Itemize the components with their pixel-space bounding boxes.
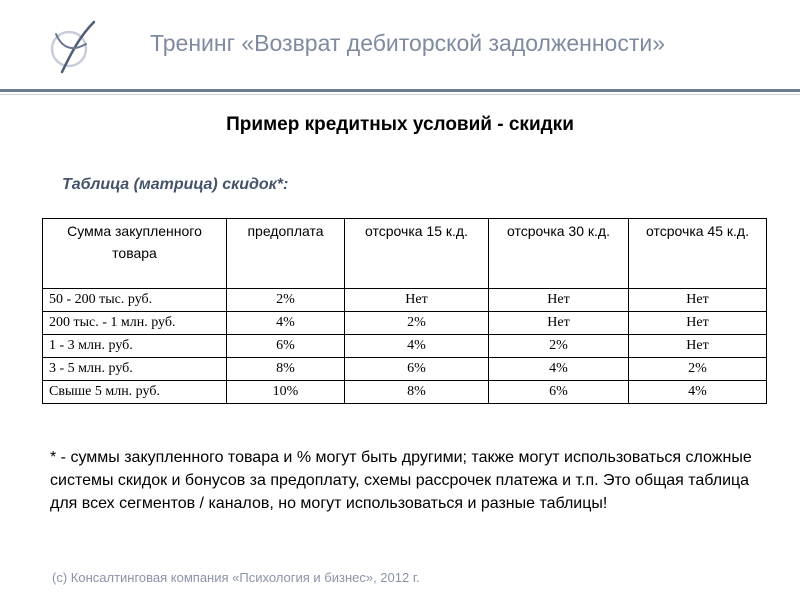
table-cell: Нет [344,288,489,312]
header-title: Тренинг «Возврат дебиторской задолженнос… [150,30,665,56]
table-cell: 2% [344,311,489,335]
header-divider-light [0,94,800,95]
column-header-deferral-30: отсрочка 30 к.д. [488,218,629,289]
table-cell: 2% [628,357,767,381]
table-cell: Нет [628,311,767,335]
table-cell: Нет [628,288,767,312]
footnote: * - суммы закупленного товара и % могут … [50,449,752,512]
table-cell: 10% [226,380,345,404]
column-header-prepayment: предоплата [226,218,345,289]
table-cell: Нет [628,334,767,358]
table-row: 3 - 5 млн. руб. 8% 6% 4% 2% [42,357,767,381]
table-cell: 6% [344,357,489,381]
column-header-deferral-15: отсрочка 15 к.д. [344,218,489,289]
table-row: 200 тыс. - 1 млн. руб. 4% 2% Нет Нет [42,311,767,335]
table-cell: 3 - 5 млн. руб. [42,357,227,381]
table-cell: 2% [488,334,629,358]
table-cell: 50 - 200 тыс. руб. [42,288,227,312]
table-row: Свыше 5 млн. руб. 10% 8% 6% 4% [42,380,767,404]
table-header-row: Сумма закупленного товара предоплата отс… [42,218,767,289]
column-header-deferral-45: отсрочка 45 к.д. [628,218,767,289]
table-cell: 6% [226,334,345,358]
slide-title: Пример кредитных условий - скидки [226,114,574,135]
table-cell: 8% [226,357,345,381]
table-cell: Нет [488,311,629,335]
table-cell: Нет [488,288,629,312]
table-cell: 2% [226,288,345,312]
table-row: 50 - 200 тыс. руб. 2% Нет Нет Нет [42,288,767,312]
table-cell: Свыше 5 млн. руб. [42,380,227,404]
circle-monogram-logo-icon [50,20,96,74]
table-cell: 200 тыс. - 1 млн. руб. [42,311,227,335]
table-cell: 6% [488,380,629,404]
table-cell: 4% [488,357,629,381]
table-row: 1 - 3 млн. руб. 6% 4% 2% Нет [42,334,767,358]
table-cell: 4% [628,380,767,404]
header-divider [0,89,800,92]
copyright-footer: (с) Консалтинговая компания «Психология … [52,570,420,585]
column-header-amount: Сумма закупленного товара [42,218,227,289]
table-cell: 1 - 3 млн. руб. [42,334,227,358]
table-cell: 4% [344,334,489,358]
table-cell: 4% [226,311,345,335]
table-cell: 8% [344,380,489,404]
table-caption: Таблица (матрица) скидок*: [62,176,289,193]
discount-matrix-table: Сумма закупленного товара предоплата отс… [42,218,767,404]
